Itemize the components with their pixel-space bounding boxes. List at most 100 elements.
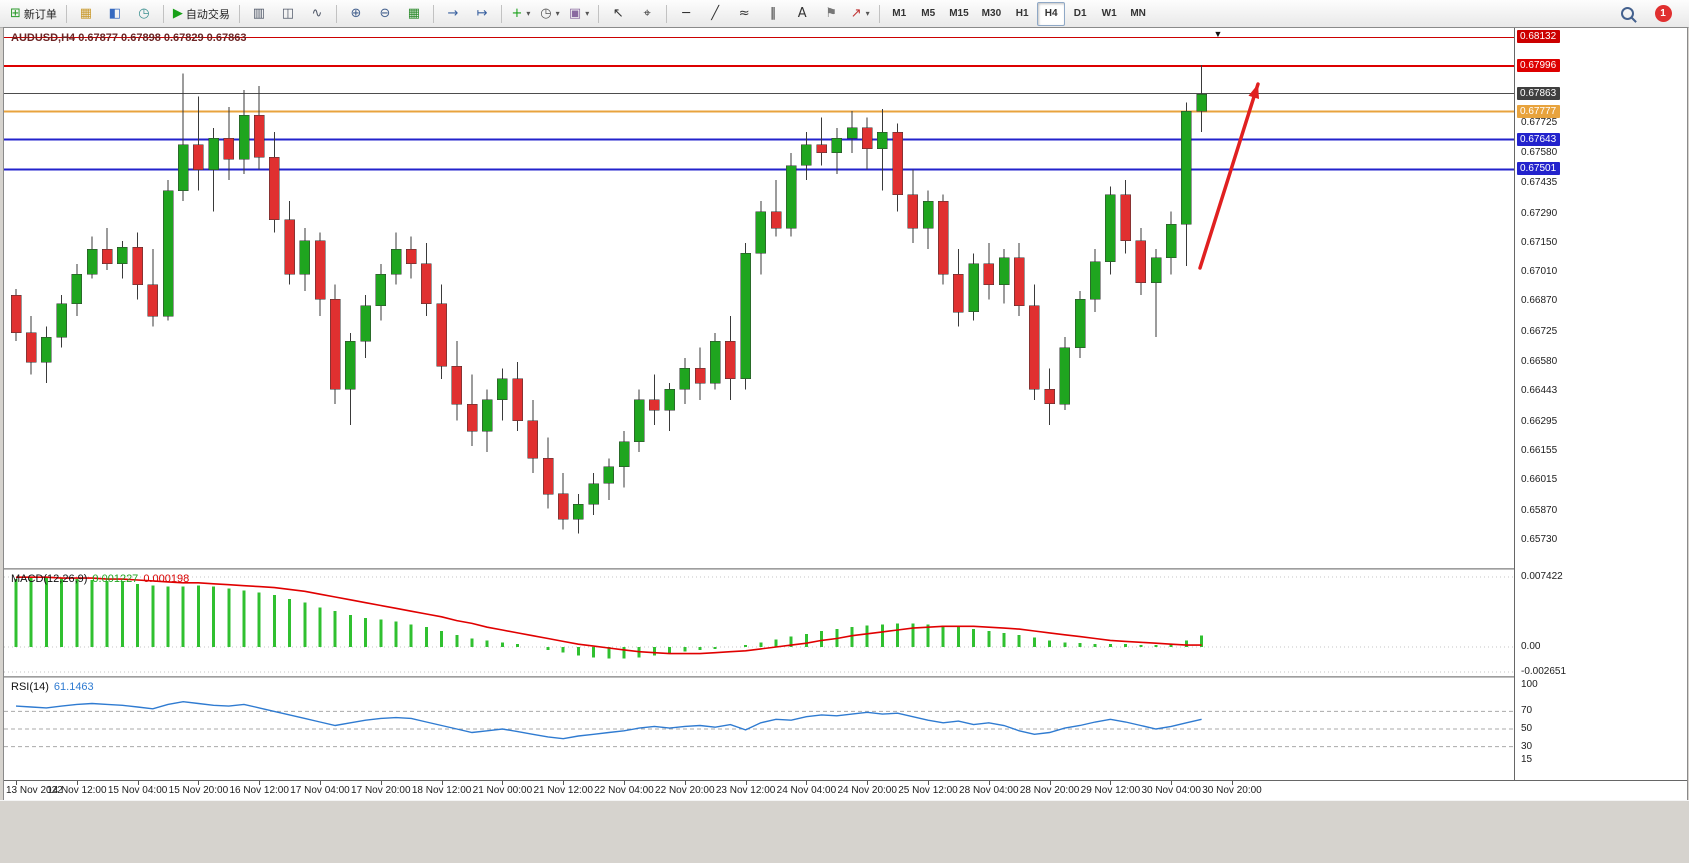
panel-separator[interactable] (4, 568, 1687, 570)
bar-chart-button[interactable]: ▥ (245, 2, 273, 26)
timeframe-m15[interactable]: M15 (943, 2, 974, 26)
channel-button[interactable]: ∥ (759, 2, 787, 26)
price-axis-label: 0.66015 (1521, 474, 1558, 486)
timeframe-w1[interactable]: W1 (1095, 2, 1123, 26)
cursor-arrow-icon: ↖ (612, 6, 624, 21)
rsi-axis-label: 70 (1521, 705, 1533, 717)
toolbar-separator (238, 4, 240, 23)
zoom-out-button[interactable]: ⊖ (371, 2, 399, 26)
timeframe-m30[interactable]: M30 (976, 2, 1007, 26)
time-label: 22 Nov 04:00 (594, 785, 654, 796)
rsi-line (15, 700, 1202, 740)
macd-value-signal: 0.000198 (143, 573, 190, 585)
time-tick (988, 781, 990, 785)
time-label: 28 Nov 04:00 (959, 785, 1019, 796)
price-axis-label: 0.67725 (1521, 116, 1558, 128)
time-label: 28 Nov 20:00 (1019, 785, 1080, 796)
price-axis-label: 0.67435 (1521, 177, 1558, 189)
caret-down-icon: ▾ (555, 9, 560, 18)
horizontal-line-button[interactable]: ─ (672, 2, 700, 26)
line-chart-icon: ∿ (311, 6, 323, 21)
timeframe-d1[interactable]: D1 (1066, 2, 1094, 26)
text-button[interactable]: A (788, 2, 816, 26)
timeframe-h4[interactable]: H4 (1037, 1, 1066, 26)
time-label: 24 Nov 20:00 (837, 785, 897, 796)
add-indicator-icon: + (511, 6, 523, 21)
cycle-lines-button[interactable]: ≈ (730, 2, 758, 26)
price-axis[interactable]: 0.67725 0.67580 0.67435 0.67290 0.67150 0.670… (1514, 28, 1687, 780)
templates-button[interactable]: ▣ ▾ (565, 2, 593, 26)
macd-panel-canvas[interactable] (4, 570, 1514, 676)
chart-shift-button[interactable]: ↦ (468, 2, 496, 26)
periods-button[interactable]: ◷ ▾ (536, 2, 564, 26)
candles-layer (10, 65, 1207, 534)
time-axis[interactable]: 13 Nov 2022 14 Nov 12:00 15 Nov 04:00 15 No… (4, 781, 1687, 800)
rsi-axis-label: 15 (1521, 753, 1533, 765)
timeframe-m5[interactable]: M5 (914, 2, 942, 26)
trendline-button[interactable]: ╱ (701, 2, 729, 26)
line-chart-button[interactable]: ∿ (303, 2, 331, 26)
notification-badge[interactable]: 1 (1649, 2, 1677, 26)
rsi-value: 61.1463 (53, 681, 94, 693)
tile-windows-button[interactable]: ▦ (400, 2, 428, 26)
macd-axis-label: 0.00 (1521, 641, 1541, 653)
caret-down-icon: ▾ (865, 9, 870, 18)
panel-separator[interactable] (4, 676, 1687, 678)
crosshair-button[interactable]: ⌖ (633, 2, 661, 26)
time-label: 24 Nov 04:00 (776, 785, 837, 796)
indicators-button[interactable]: + ▾ (507, 2, 535, 26)
timeframe-m5-label: M5 (921, 8, 936, 19)
autotrading-button-label: 自动交易 (185, 8, 230, 21)
time-label: 30 Nov 04:00 (1141, 785, 1201, 796)
chart-window-icon: ▦ (79, 6, 93, 21)
timeframe-mn-label: MN (1130, 8, 1146, 19)
price-axis-label: 0.67580 (1521, 146, 1558, 158)
time-tick (1110, 781, 1112, 785)
time-tick (137, 781, 139, 785)
toolbar-separator (335, 4, 337, 23)
time-tick (380, 781, 382, 785)
timeframe-m30-label: M30 (981, 8, 1002, 19)
timeframe-h1[interactable]: H1 (1008, 2, 1036, 26)
macd-value-main: 0.001227 (92, 573, 139, 585)
autotrading-button[interactable]: ▶ 自动交易 (169, 2, 234, 26)
charts-button[interactable]: ▦ (72, 2, 100, 26)
rsi-axis-label: 100 (1521, 679, 1538, 691)
search-button[interactable] (1613, 2, 1641, 26)
time-tick (1232, 781, 1233, 785)
price-tag: 0.67501 (1517, 162, 1561, 176)
profiles-button[interactable]: ◧ (101, 2, 129, 26)
arrows-button[interactable]: ↗ ▾ (846, 2, 874, 26)
timeframe-m1[interactable]: M1 (885, 2, 913, 26)
price-chart-canvas[interactable]: ▼ (4, 28, 1514, 568)
time-label: 23 Nov 12:00 (715, 785, 776, 796)
time-label: 15 Nov 04:00 (107, 785, 168, 796)
caret-down-icon: ▾ (526, 9, 531, 18)
auto-scroll-button[interactable]: → (439, 2, 467, 26)
time-tick (745, 781, 747, 785)
rsi-axis-label: 50 (1521, 723, 1533, 734)
market-watch-button[interactable]: ◷ (130, 2, 158, 26)
auto-scroll-icon: → (447, 6, 459, 21)
toolbar-separator (500, 4, 502, 23)
candle-chart-button[interactable]: ◫ (274, 2, 302, 26)
rsi-panel-canvas[interactable] (4, 678, 1514, 780)
time-label: 29 Nov 12:00 (1080, 785, 1141, 796)
cursor-button[interactable]: ↖ (604, 2, 632, 26)
top-marker-icon: ▼ (1214, 29, 1223, 39)
trendline-icon: ╱ (711, 6, 720, 21)
timeframe-mn[interactable]: MN (1124, 2, 1152, 26)
price-axis-label: 0.65870 (1521, 504, 1558, 516)
time-label: 21 Nov 00:00 (472, 785, 533, 796)
time-tick (1171, 781, 1173, 785)
rsi-label: RSI(14) 61.1463 (11, 681, 99, 693)
zoom-in-button[interactable]: ⊕ (342, 2, 370, 26)
caret-down-icon: ▾ (585, 9, 590, 18)
zoom-out-icon: ⊖ (379, 6, 391, 21)
new-order-button[interactable]: ⊞ 新订单 (6, 2, 61, 26)
price-tag: 0.67643 (1517, 132, 1561, 146)
text-label-button[interactable]: ⚑ (817, 2, 845, 26)
symbol-ohlc-label: AUDUSD,H4 0.67877 0.67898 0.67829 0.6786… (11, 32, 247, 44)
time-label: 22 Nov 20:00 (655, 785, 715, 796)
timeframe-w1-label: W1 (1101, 8, 1117, 19)
